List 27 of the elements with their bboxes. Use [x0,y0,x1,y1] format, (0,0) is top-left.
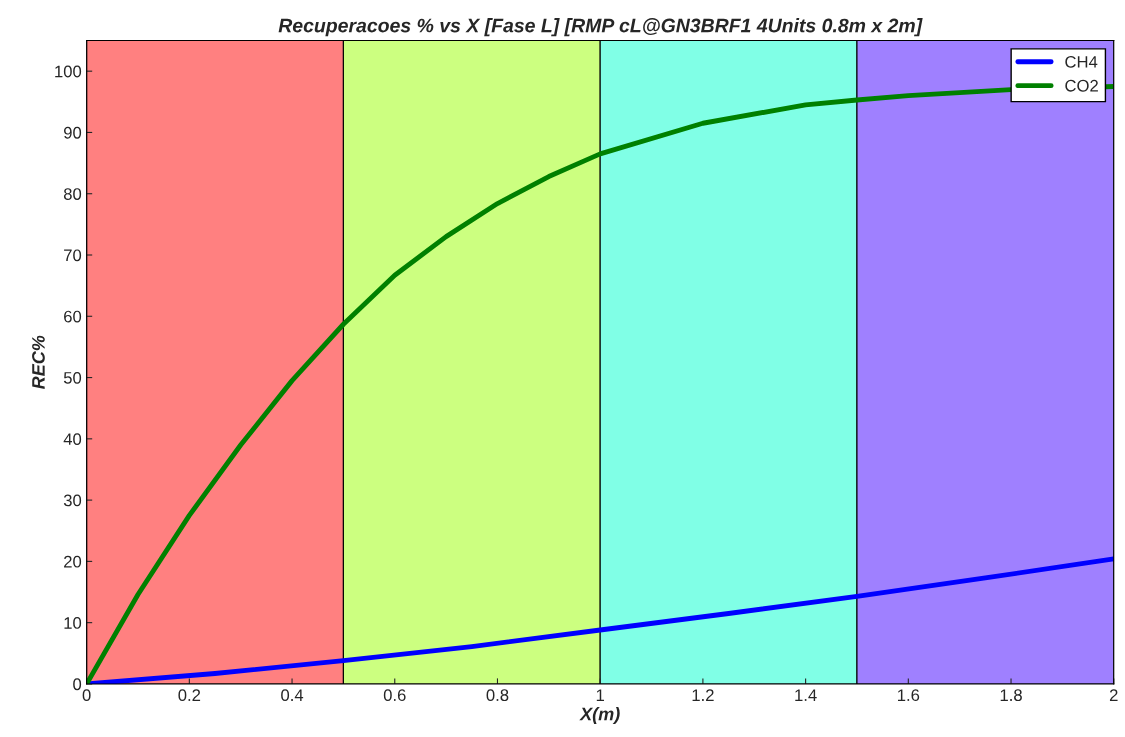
y-tick-label: 40 [63,433,82,446]
x-tick-label: 2 [1109,689,1118,701]
legend-label: CH4 [1065,55,1098,68]
x-tick-label: 1.6 [898,689,920,702]
x-tick-label: 1.4 [795,689,817,701]
x-tick-label: 0 [82,689,91,702]
x-tick-label: 0.6 [383,689,406,702]
y-tick-label: 10 [64,617,82,629]
y-tick-label: 20 [64,555,82,568]
x-axis-title: X(m) [579,707,620,724]
y-tick-label: 60 [64,310,82,323]
x-tick-label: 1 [596,689,605,701]
legend-label: CO2 [1065,79,1098,92]
x-tick-label: 0.8 [486,689,509,702]
y-tick-label: 30 [63,494,82,507]
x-tick-label: 0.4 [281,689,304,702]
y-tick-label: 100 [55,65,82,78]
y-tick-label: 0 [73,678,82,691]
chart-title: Recuperacoes % vs X [Fase L] [RMP cL@GN3BRF1 4Units 0.8m x 2m] [278,18,923,37]
y-tick-label: 80 [63,188,82,200]
y-axis-title: REC% [32,335,45,390]
x-tick-label: 0.2 [178,689,201,702]
x-tick-label: 1.8 [1000,689,1022,702]
y-tick-label: 70 [64,249,82,262]
y-tick-label: 90 [64,126,82,139]
x-tick-label: 1.2 [692,689,714,701]
y-tick-label: 50 [63,371,82,384]
